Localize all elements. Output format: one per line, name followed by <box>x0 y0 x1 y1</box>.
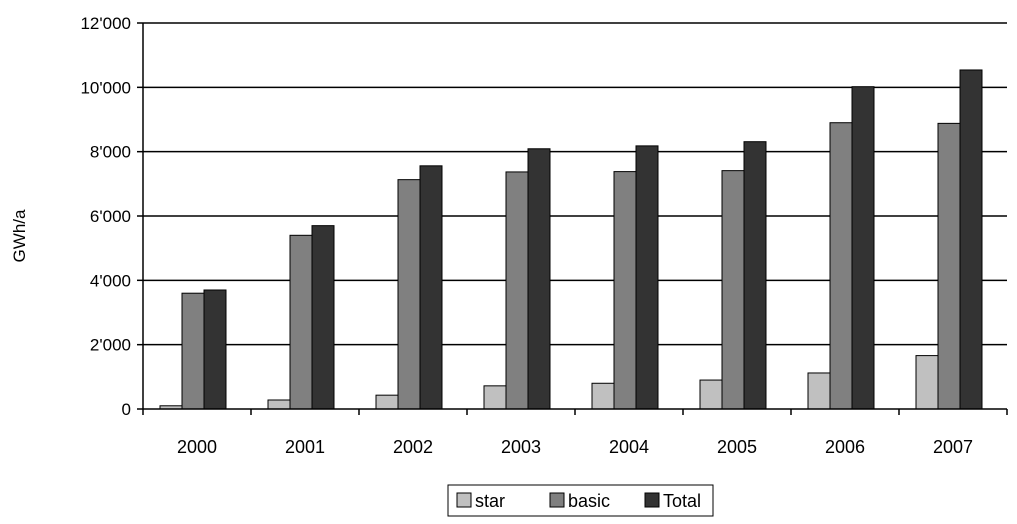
gridlines <box>143 22 1007 346</box>
bars <box>159 69 983 410</box>
y-tick-label: 0 <box>122 400 131 419</box>
y-tick-label: 10'000 <box>80 78 131 97</box>
legend-box <box>447 484 714 517</box>
x-tick-labels: 2000 2001 2002 2003 2004 2005 2006 2007 <box>177 437 973 457</box>
bar-star-2006 <box>807 372 831 410</box>
y-tick-label: 2'000 <box>90 336 131 355</box>
bar-star-2002 <box>375 394 399 410</box>
x-tick-label: 2002 <box>393 437 433 457</box>
bar-basic-2005 <box>721 170 745 410</box>
x-tick-label: 2004 <box>609 437 649 457</box>
bar-total-2003 <box>527 148 551 410</box>
bar-basic-2004 <box>613 171 637 410</box>
y-tick-labels: 0 2'000 4'000 6'000 8'000 10'000 12'000 <box>80 14 131 419</box>
x-tick-label: 2000 <box>177 437 217 457</box>
bar-total-2004 <box>635 145 659 410</box>
bar-total-2007 <box>959 69 983 410</box>
y-axis-label: GWh/a <box>10 209 29 262</box>
x-tick-label: 2005 <box>717 437 757 457</box>
bar-basic-2006 <box>829 122 853 410</box>
legend-swatch-total <box>644 492 660 508</box>
legend-label-total: Total <box>663 491 701 511</box>
x-tick-label: 2006 <box>825 437 865 457</box>
bar-star-2004 <box>591 382 615 410</box>
bar-basic-2001 <box>289 234 313 410</box>
bar-basic-2000 <box>181 292 205 410</box>
bar-total-2000 <box>203 289 227 410</box>
bar-total-2006 <box>851 86 875 410</box>
y-tick-label: 4'000 <box>90 271 131 290</box>
bar-basic-2003 <box>505 171 529 410</box>
bar-basic-2002 <box>397 179 421 410</box>
legend-swatch-star <box>456 492 472 508</box>
x-tick-label: 2001 <box>285 437 325 457</box>
y-tick-label: 6'000 <box>90 207 131 226</box>
x-tick-label: 2007 <box>933 437 973 457</box>
bar-star-2003 <box>483 385 507 410</box>
bar-star-2007 <box>915 355 939 410</box>
legend-label-basic: basic <box>568 491 610 511</box>
y-tick-label: 8'000 <box>90 143 131 162</box>
bar-total-2001 <box>311 225 335 410</box>
x-tick-label: 2003 <box>501 437 541 457</box>
y-tick-label: 12'000 <box>80 14 131 33</box>
legend-label-star: star <box>475 491 505 511</box>
bar-star-2005 <box>699 379 723 410</box>
bar-total-2005 <box>743 141 767 410</box>
bar-total-2002 <box>419 165 443 410</box>
axes <box>137 22 1008 415</box>
bar-star-2001 <box>267 399 291 410</box>
legend: star basic Total <box>447 484 714 517</box>
legend-swatch-basic <box>549 492 565 508</box>
bar-basic-2007 <box>937 122 961 410</box>
